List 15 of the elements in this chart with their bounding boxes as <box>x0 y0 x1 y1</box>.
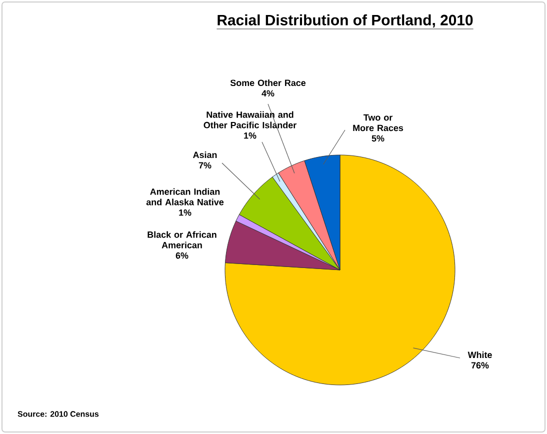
data-label: 4% <box>262 90 274 96</box>
data-label: 76% <box>471 362 489 369</box>
data-label: 5% <box>372 135 384 142</box>
data-label: 1% <box>244 132 256 139</box>
slice-label: Native Hawaiian and Other Pacific Islander <box>204 111 296 128</box>
slice-label: Two or More Races <box>353 114 404 132</box>
chart-title: Racial Distribution of Portland, 2010 <box>218 14 473 28</box>
data-label: 1% <box>179 209 192 216</box>
slice-label: White <box>468 351 492 358</box>
data-label: 7% <box>198 162 212 168</box>
slice-label: Black or African American <box>148 231 216 248</box>
slice-label: American Indian and Alaska Native <box>146 188 224 206</box>
slice-label: Some Other Race <box>230 79 306 86</box>
data-label: 6% <box>176 252 188 259</box>
slice-label: Asian <box>193 151 217 158</box>
